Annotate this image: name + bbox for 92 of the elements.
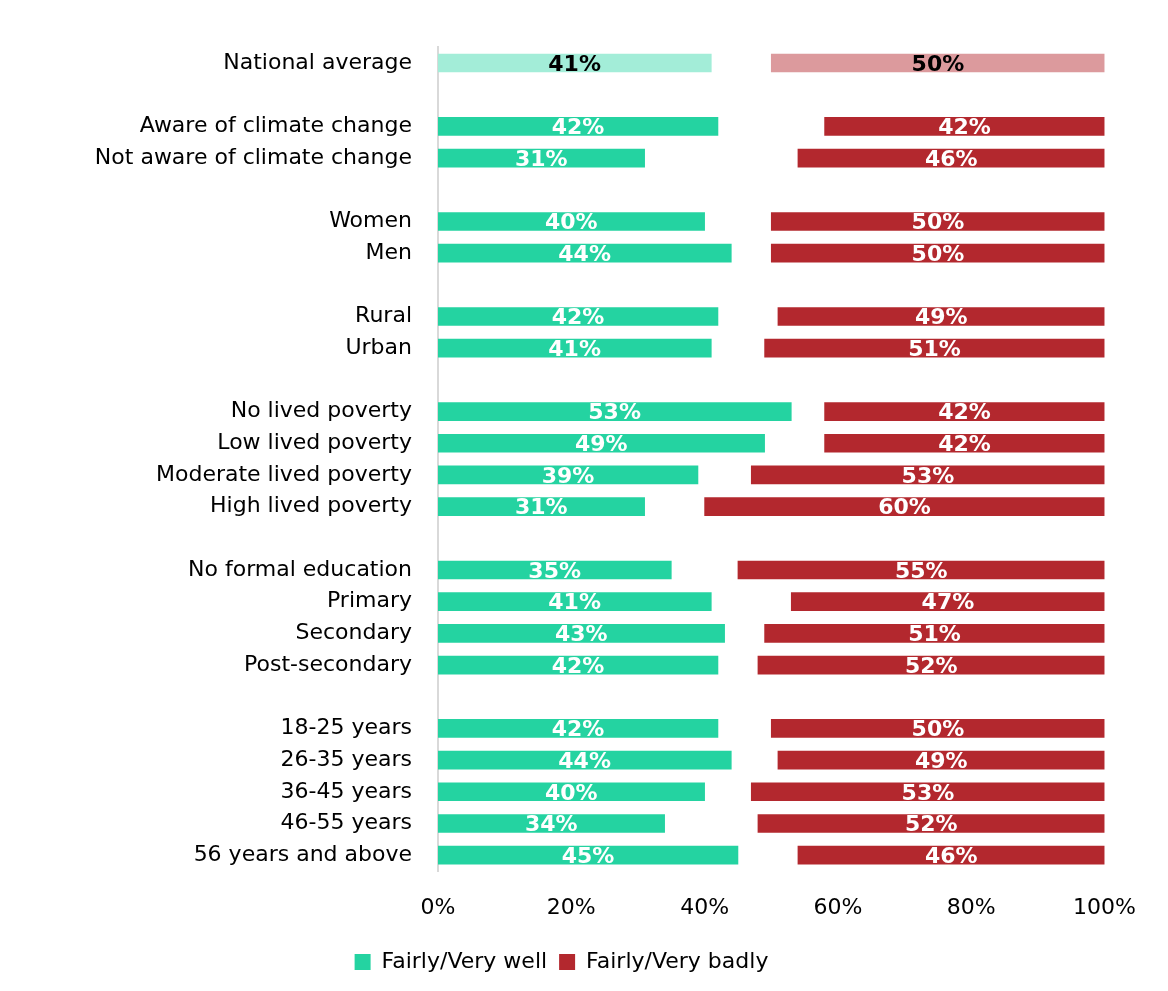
data-label: 51% bbox=[908, 621, 961, 647]
y-tick-label: High lived poverty bbox=[210, 492, 412, 518]
bar bbox=[757, 814, 1105, 833]
data-label: 42% bbox=[551, 716, 605, 742]
y-tick-label: Primary bbox=[326, 587, 412, 613]
y-tick-label: Aware of climate change bbox=[139, 112, 412, 138]
y-tick-label: Women bbox=[329, 207, 412, 233]
y-tick-label: Rural bbox=[355, 302, 412, 328]
data-label: 44% bbox=[558, 747, 611, 773]
bar bbox=[704, 497, 1105, 516]
y-tick-label: Secondary bbox=[295, 619, 412, 645]
y-tick-label: 26-35 years bbox=[280, 745, 412, 771]
data-label: 41% bbox=[548, 589, 601, 615]
bar bbox=[438, 719, 719, 738]
bar bbox=[438, 338, 712, 358]
data-label: 42% bbox=[551, 304, 605, 330]
y-tick-label: Men bbox=[365, 238, 412, 264]
data-label: 51% bbox=[908, 335, 961, 361]
x-tick-label: 100% bbox=[1073, 893, 1137, 919]
data-label: 43% bbox=[554, 621, 608, 647]
y-tick-label: No formal education bbox=[188, 555, 412, 581]
bar bbox=[438, 307, 719, 326]
bar bbox=[824, 433, 1105, 453]
data-label: 42% bbox=[551, 652, 605, 678]
data-label: 31% bbox=[514, 494, 568, 520]
x-tick-label: 40% bbox=[680, 893, 730, 919]
y-tick-label: 18-25 years bbox=[280, 714, 412, 740]
bar bbox=[764, 338, 1105, 358]
y-tick-label: Not aware of climate change bbox=[94, 143, 412, 169]
legend-label: Fairly/Very badly bbox=[586, 947, 769, 973]
bar bbox=[790, 592, 1105, 612]
y-tick-label: No lived poverty bbox=[230, 397, 412, 423]
bar bbox=[764, 624, 1105, 643]
y-tick-label: National average bbox=[223, 48, 412, 74]
y-tick-label: 56 years and above bbox=[193, 840, 412, 866]
data-label: 50% bbox=[911, 240, 965, 266]
data-label: 42% bbox=[938, 114, 991, 140]
bar bbox=[438, 117, 719, 136]
data-label: 31% bbox=[514, 145, 568, 171]
y-tick-label: Urban bbox=[345, 333, 412, 359]
data-label: 53% bbox=[901, 462, 955, 488]
data-label: 40% bbox=[544, 209, 598, 235]
bar bbox=[438, 624, 725, 643]
data-label: 50% bbox=[911, 716, 965, 742]
y-tick-label: Moderate lived poverty bbox=[155, 460, 412, 486]
data-label: 53% bbox=[901, 779, 955, 805]
bar bbox=[438, 782, 705, 802]
bar bbox=[438, 212, 705, 231]
data-label: 53% bbox=[588, 399, 641, 425]
legend-label: Fairly/Very well bbox=[381, 947, 548, 973]
data-label: 49% bbox=[574, 430, 628, 456]
data-label: 40% bbox=[544, 779, 598, 805]
data-label: 49% bbox=[914, 304, 968, 330]
x-tick-label: 60% bbox=[813, 893, 863, 919]
bar bbox=[438, 814, 665, 833]
x-tick-label: 20% bbox=[546, 893, 596, 919]
data-label: 42% bbox=[938, 399, 991, 425]
data-label: 55% bbox=[894, 557, 948, 583]
data-label: 46% bbox=[924, 145, 978, 171]
bar bbox=[438, 402, 792, 421]
data-label: 45% bbox=[561, 842, 615, 868]
data-label: 46% bbox=[924, 842, 978, 868]
data-label: 52% bbox=[904, 652, 958, 678]
data-label: 47% bbox=[921, 589, 975, 615]
y-tick-label: 36-45 years bbox=[280, 777, 412, 803]
data-label: 50% bbox=[911, 209, 965, 235]
bar bbox=[438, 497, 645, 516]
bar bbox=[824, 117, 1105, 136]
bar bbox=[438, 433, 765, 453]
data-label: 50% bbox=[911, 50, 965, 76]
bar bbox=[824, 402, 1105, 421]
data-label: 52% bbox=[904, 811, 958, 837]
bar bbox=[777, 307, 1105, 326]
data-label: 41% bbox=[548, 335, 601, 361]
data-label: 42% bbox=[938, 430, 991, 456]
data-label: 49% bbox=[914, 747, 968, 773]
bar bbox=[770, 719, 1105, 738]
data-label: 42% bbox=[551, 114, 605, 140]
x-tick-label: 0% bbox=[420, 893, 456, 919]
x-tick-label: 80% bbox=[946, 893, 996, 919]
data-label: 60% bbox=[878, 494, 931, 520]
y-tick-label: Low lived poverty bbox=[217, 428, 412, 454]
y-tick-label: 46-55 years bbox=[280, 809, 412, 835]
y-tick-label: Post-secondary bbox=[244, 650, 412, 676]
data-label: 39% bbox=[541, 462, 595, 488]
bar bbox=[770, 212, 1105, 231]
data-label: 34% bbox=[524, 811, 578, 837]
data-label: 44% bbox=[558, 240, 611, 266]
bar bbox=[750, 782, 1105, 802]
data-label: 41% bbox=[548, 50, 601, 76]
bar bbox=[438, 592, 712, 612]
data-label: 35% bbox=[528, 557, 581, 583]
